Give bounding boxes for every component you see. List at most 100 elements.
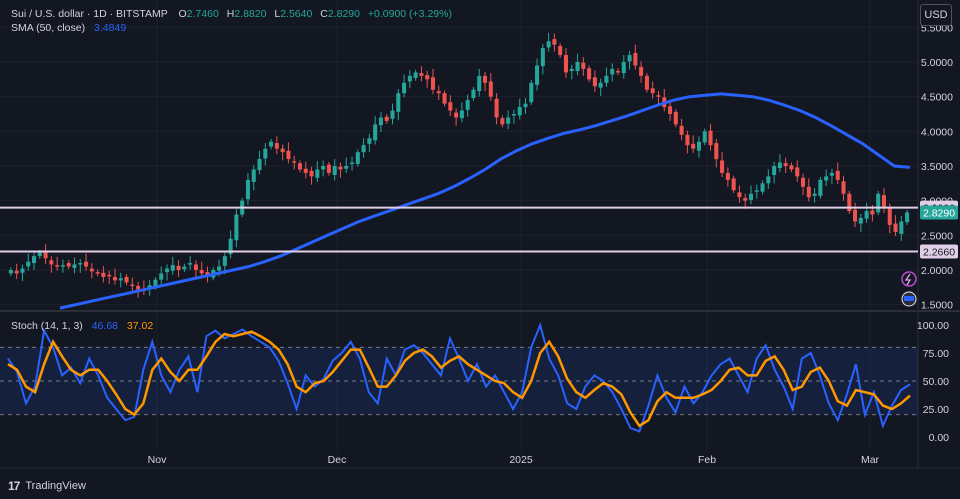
candle-body: [893, 223, 898, 232]
candle-body: [766, 176, 771, 184]
candle-body: [633, 52, 638, 66]
candle-body: [43, 251, 48, 259]
candle-body: [297, 163, 303, 170]
candle-body: [783, 163, 788, 166]
sma-legend-value: 3.4849: [94, 22, 127, 34]
candle-body: [529, 82, 534, 103]
candle-body: [471, 89, 476, 99]
candle-body: [795, 167, 800, 177]
high-value: 2.8820: [234, 8, 267, 20]
stoch-axis-label: 75.00: [923, 348, 949, 360]
candle-body: [355, 152, 360, 164]
candle-body: [615, 71, 621, 73]
candle-body: [870, 210, 875, 215]
candle-body: [754, 190, 759, 192]
candle-body: [31, 256, 37, 264]
candle-body: [639, 66, 644, 76]
candle-body: [535, 65, 540, 85]
flag-icon: [904, 296, 914, 301]
tradingview-logo-icon: 17: [8, 479, 20, 493]
candle-body: [78, 263, 83, 265]
candle-body: [199, 269, 204, 274]
candle-body: [540, 48, 545, 67]
candle-body: [344, 165, 349, 169]
candle-body: [217, 266, 222, 271]
price-axis-label: 4.5000: [921, 92, 953, 104]
currency-button[interactable]: USD: [920, 4, 952, 26]
candle-body: [627, 55, 632, 62]
candle-body: [581, 62, 586, 69]
candle-body: [737, 192, 742, 198]
candle-body: [159, 273, 164, 280]
candle-body: [829, 172, 834, 176]
tradingview-brand[interactable]: 17 TradingView: [8, 479, 86, 493]
candle-body: [506, 117, 511, 124]
candle-body: [743, 197, 748, 201]
candle-body: [812, 193, 817, 196]
candle-body: [853, 209, 858, 222]
candle-body: [176, 265, 181, 270]
candle-body: [396, 93, 401, 112]
last-price-tag-bg: [920, 205, 958, 220]
candle-body: [552, 39, 557, 45]
candle-body: [806, 186, 811, 198]
candle-body: [569, 68, 574, 72]
candle-body: [66, 263, 71, 267]
candle-body: [459, 110, 464, 119]
candle-body: [136, 285, 141, 290]
candle-body: [350, 162, 355, 165]
alert-icon[interactable]: [901, 271, 917, 287]
candle-body: [905, 212, 910, 223]
candle-body: [112, 276, 117, 281]
candle-body: [610, 68, 615, 75]
candle-body: [49, 260, 54, 265]
candle-body: [89, 268, 94, 272]
candle-body: [130, 284, 135, 287]
candle-body: [876, 193, 881, 213]
low-label: L: [274, 8, 281, 20]
stoch-legend[interactable]: Stoch (14, 1, 3) 46.68 37.02: [11, 320, 153, 332]
candle-body: [621, 62, 626, 74]
candle-body: [644, 75, 649, 90]
candle-body: [26, 261, 31, 267]
candle-body: [824, 176, 829, 181]
candle-body: [269, 141, 274, 147]
candle-body: [228, 238, 233, 255]
high-label: H: [226, 8, 235, 20]
time-axis-label: 2025: [509, 454, 533, 466]
candle-body: [263, 148, 268, 159]
candle-body: [384, 116, 389, 121]
candle-body: [315, 169, 320, 178]
time-axis-label: Dec: [328, 454, 347, 466]
candle-body: [321, 165, 326, 170]
candle-body: [101, 272, 106, 277]
candle-body: [251, 169, 256, 182]
candle-body: [650, 88, 655, 94]
candle-body: [454, 112, 459, 118]
sma-legend[interactable]: SMA (50, close) 3.4849: [11, 22, 126, 34]
price-axis-label: 5.0000: [921, 57, 953, 69]
candle-body: [558, 46, 563, 56]
candle-body: [222, 256, 227, 266]
gridlines: [0, 0, 960, 469]
candle-body: [494, 98, 499, 118]
alert-icons[interactable]: [901, 271, 917, 307]
candle-body: [413, 72, 418, 78]
price-axis[interactable]: 5.50005.00004.50004.00003.50003.00002.50…: [921, 22, 953, 311]
candle-body: [95, 272, 100, 274]
candle-body: [563, 55, 568, 73]
candle-body: [402, 82, 407, 94]
close-label: C: [320, 8, 328, 20]
candle-body: [691, 143, 696, 149]
candle-body: [841, 181, 846, 194]
time-axis[interactable]: Nov Dec 2025 Feb Mar: [148, 454, 880, 466]
candle-body: [748, 193, 754, 200]
close-value: 2.8290: [327, 8, 360, 20]
horizontal-levels[interactable]: [0, 206, 918, 253]
open-label: O: [178, 8, 187, 20]
candle-body: [448, 102, 453, 111]
candle-body: [708, 130, 713, 146]
candle-body: [714, 143, 719, 160]
candle-body: [55, 265, 60, 267]
